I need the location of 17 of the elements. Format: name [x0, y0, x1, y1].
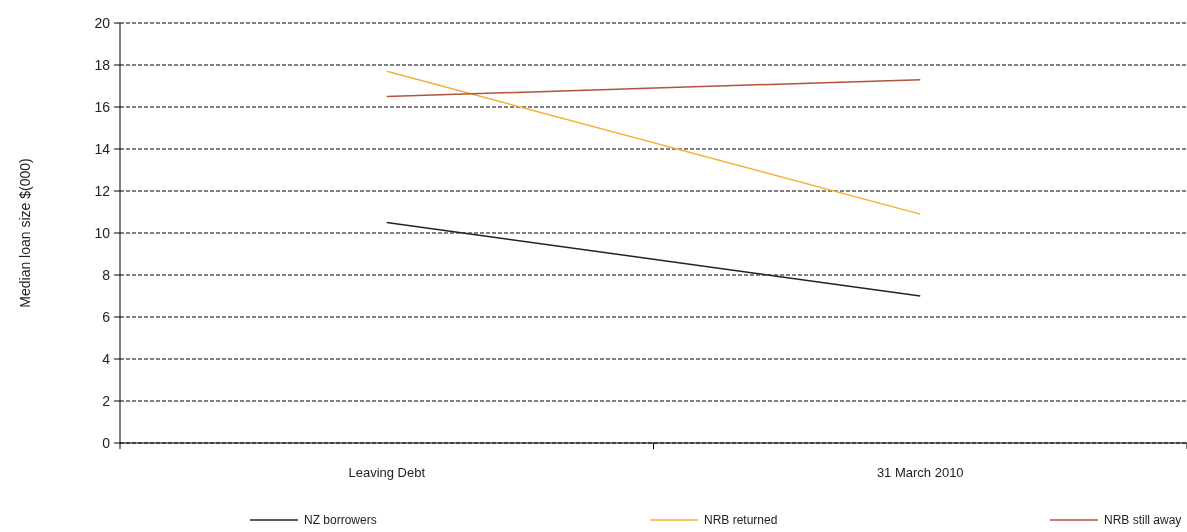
legend-label: NRB returned	[704, 513, 778, 528]
y-tick-label: 14	[94, 140, 111, 157]
legend-label: NRB still away	[1104, 513, 1182, 528]
y-tick-label: 2	[102, 392, 111, 409]
y-axis-title: Median loan size $(000)	[17, 158, 33, 308]
y-tick-label: 8	[102, 266, 111, 283]
y-tick-label: 20	[94, 14, 111, 31]
y-tick-label: 16	[94, 98, 111, 115]
y-tick-label: 6	[102, 308, 111, 325]
y-tick-label: 18	[94, 56, 111, 73]
y-tick-label: 10	[94, 224, 111, 241]
y-tick-label: 0	[102, 434, 111, 451]
legend-label: NZ borrowers	[304, 513, 377, 528]
y-tick-label: 12	[94, 182, 111, 199]
x-tick-label: 31 March 2010	[876, 465, 964, 480]
y-tick-label: 4	[102, 350, 111, 367]
x-tick-label: Leaving Debt	[348, 465, 426, 480]
